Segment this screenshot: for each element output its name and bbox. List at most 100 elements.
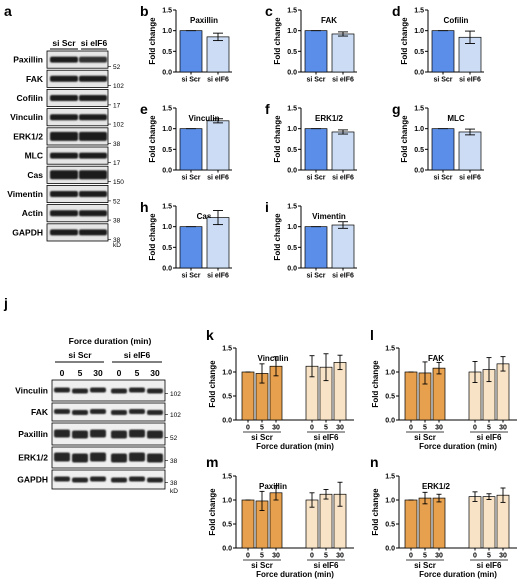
- blot-j-band: [129, 387, 145, 393]
- y-tick-label: 0.0: [222, 418, 232, 425]
- blot-j-band: [54, 476, 70, 482]
- chart-title: FAK: [321, 16, 337, 25]
- y-tick-label: 0.0: [287, 168, 297, 175]
- bar: [304, 226, 328, 269]
- y-tick-label: 1.5: [287, 204, 297, 211]
- blot-a-unit: kD: [113, 242, 121, 249]
- chart-title: Vinculin: [258, 354, 289, 363]
- blot-j-marker: 102: [170, 412, 181, 419]
- blot-a-band: [79, 131, 107, 141]
- bar: [269, 492, 283, 549]
- bar: [404, 371, 418, 421]
- y-tick-label: 0.0: [287, 70, 297, 77]
- blot-j-duration: 0: [117, 368, 122, 378]
- y-tick-label: 1.5: [222, 474, 232, 481]
- y-tick-label: 0.5: [162, 49, 172, 56]
- y-tick-label: 0.5: [385, 522, 395, 529]
- chart-e: Vinculin Fold change 0.0 0.5 1.0 1.5 si Scr si …: [148, 106, 232, 182]
- bar: [241, 499, 255, 549]
- blot-j-row-label: GAPDH: [17, 475, 48, 485]
- blot-a-marker: 102: [113, 83, 124, 90]
- x-tick-label: si Scr: [181, 77, 200, 84]
- bar: [331, 224, 355, 269]
- chart-c: FAK Fold change 0.0 0.5 1.0 1.5 si Scr si eIF6: [273, 8, 357, 84]
- blot-j-band: [54, 409, 70, 414]
- y-axis-label: Fold change: [148, 17, 157, 65]
- blot-j-row-label: FAK: [31, 407, 49, 417]
- bar: [431, 128, 455, 171]
- blot-a-row-label: Cofilin: [17, 93, 43, 103]
- y-tick-label: 0.5: [287, 245, 297, 252]
- blot-j-marker: 38: [170, 458, 178, 465]
- y-tick-label: 0.0: [162, 266, 172, 273]
- y-tick-label: 1.5: [414, 8, 424, 15]
- x-tick-label: si Scr: [306, 175, 325, 182]
- blot-a-band: [79, 191, 107, 197]
- x-axis-label: Force duration (min): [419, 442, 497, 451]
- panel-letter-k: k: [206, 327, 214, 343]
- y-tick-label: 1.5: [162, 106, 172, 113]
- y-tick-label: 1.0: [287, 126, 297, 133]
- blot-a-lane-label: si Scr: [52, 38, 76, 48]
- blot-a-row-label: Actin: [22, 208, 43, 218]
- x-tick-label: 5: [487, 425, 491, 432]
- y-tick-label: 1.0: [162, 28, 172, 35]
- chart-h: Cas Fold change 0.0 0.5 1.0 1.5 si Scr si eIF6: [148, 204, 232, 280]
- chart-title: MLC: [447, 114, 465, 123]
- panel-letter-g: g: [392, 101, 401, 117]
- bar: [432, 367, 446, 421]
- blot-j-row-label: Vinculin: [15, 386, 48, 396]
- y-tick-label: 1.0: [162, 224, 172, 231]
- y-tick-label: 0.5: [222, 394, 232, 401]
- panel-letter-b: b: [140, 3, 149, 19]
- blot-j-strip: [51, 379, 166, 402]
- y-tick-label: 1.0: [162, 126, 172, 133]
- blot-a-row-label: Vimentin: [7, 189, 43, 199]
- blot-j-band: [54, 429, 70, 438]
- blot-a-band: [50, 56, 78, 63]
- bar: [496, 494, 510, 549]
- blot-a-row-label: Paxillin: [13, 55, 43, 65]
- y-tick-label: 0.5: [162, 147, 172, 154]
- x-tick-label: si Scr: [306, 273, 325, 280]
- group-label: si Scr: [414, 561, 436, 570]
- blot-a-band: [50, 114, 78, 121]
- y-tick-label: 1.0: [414, 28, 424, 35]
- bar: [418, 497, 432, 549]
- blot-j-band: [147, 410, 163, 415]
- blot-a-row-label: GAPDH: [12, 227, 43, 237]
- group-label: si eIF6: [477, 561, 502, 570]
- chart-title: Paxillin: [190, 16, 218, 25]
- blot-j-group-label: si eIF6: [124, 350, 151, 360]
- y-tick-label: 0.0: [385, 418, 395, 425]
- panel-letter-j: j: [3, 295, 8, 311]
- x-tick-label: 0: [310, 425, 314, 432]
- x-tick-label: 5: [324, 553, 328, 560]
- y-tick-label: 1.0: [385, 498, 395, 505]
- x-tick-label: si eIF6: [332, 77, 354, 84]
- blot-a-band: [50, 229, 78, 236]
- y-tick-label: 1.0: [414, 126, 424, 133]
- y-tick-label: 1.0: [222, 498, 232, 505]
- bar: [458, 131, 482, 171]
- blot-a-row-label: MLC: [25, 151, 43, 161]
- x-tick-label: 30: [272, 553, 280, 560]
- x-axis-label: Force duration (min): [419, 570, 497, 579]
- blot-j-band: [147, 388, 163, 394]
- x-tick-label: 0: [310, 553, 314, 560]
- panel-letter-c: c: [265, 3, 273, 19]
- y-tick-label: 0.0: [222, 546, 232, 553]
- y-tick-label: 0.5: [287, 147, 297, 154]
- y-tick-label: 1.5: [385, 346, 395, 353]
- y-tick-label: 0.5: [222, 522, 232, 529]
- blot-a-row-label: FAK: [26, 74, 44, 84]
- y-tick-label: 1.5: [414, 106, 424, 113]
- y-tick-label: 1.0: [287, 28, 297, 35]
- x-tick-label: 30: [336, 553, 344, 560]
- blot-a-band: [79, 210, 107, 217]
- group-label: si eIF6: [314, 433, 339, 442]
- blot-j-band: [147, 453, 163, 463]
- blot-a-marker: 102: [113, 122, 124, 129]
